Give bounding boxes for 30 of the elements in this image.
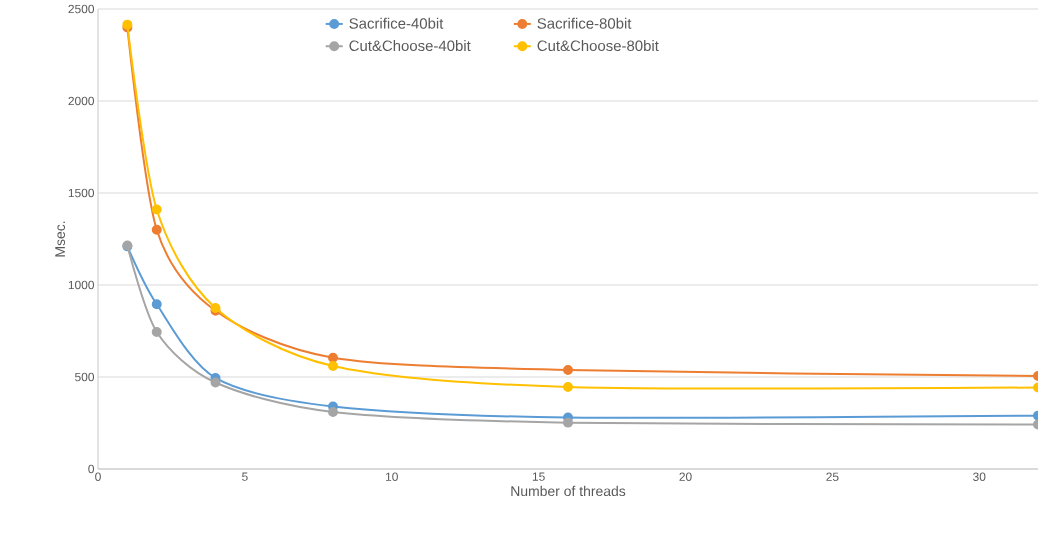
point [563, 417, 573, 428]
legend-label: Cut&Choose-80bit [537, 40, 659, 52]
point [151, 326, 162, 337]
x-tick-label: 0 [95, 472, 101, 481]
point [151, 224, 162, 235]
x-tick-label: 5 [242, 472, 248, 481]
point [563, 381, 573, 392]
y-axis-title: Msec. [55, 221, 66, 257]
x-axis-title: Number of threads [511, 485, 626, 497]
y-tick-label: 1000 [68, 280, 95, 290]
point [151, 204, 162, 215]
point [210, 377, 221, 388]
point [328, 352, 338, 363]
x-tick-label: 10 [386, 472, 398, 481]
x-tick-label: 20 [679, 472, 692, 481]
x-tick-label: 30 [973, 472, 986, 481]
y-tick-label: 500 [75, 372, 95, 382]
point [328, 406, 338, 417]
y-tick-label: 2500 [68, 4, 95, 14]
point [328, 360, 338, 371]
point [151, 299, 162, 310]
y-tick-label: 1500 [68, 188, 95, 198]
legend-label: Sacrifice-80bit [537, 17, 632, 29]
point [563, 365, 573, 375]
y-tick-label: 2000 [68, 96, 95, 106]
x-tick-label: 15 [532, 472, 545, 481]
legend-label: Sacrifice-40bit [349, 17, 444, 29]
y-tick-label: 0 [88, 464, 95, 474]
legend-label: Cut&Choose-40bit [349, 40, 471, 52]
x-tick-label: 25 [826, 472, 839, 481]
